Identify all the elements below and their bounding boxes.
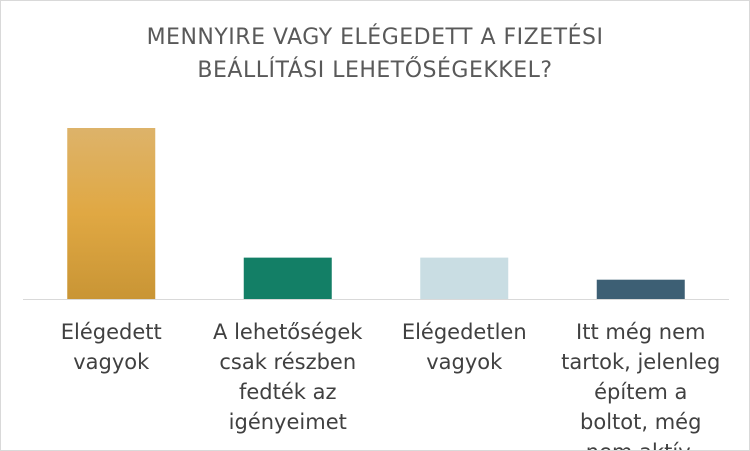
chart-title: MENNYIRE VAGY ELÉGEDETT A FIZETÉSI bbox=[147, 24, 604, 50]
x-tick-label: Itt még nem tartok, jelenleg építem a bo… bbox=[561, 320, 721, 450]
x-tick-label: Elégedett vagyok bbox=[60, 320, 162, 374]
bar bbox=[420, 257, 509, 299]
chart-title: BEÁLLÍTÁSI LEHETŐSÉGEKKEL? bbox=[197, 57, 552, 83]
x-tick-label: Elégedetlen vagyok bbox=[401, 320, 527, 374]
x-tick-label: A lehetőségek csak részben fedték az igé… bbox=[213, 320, 363, 434]
bar bbox=[243, 257, 332, 299]
bar bbox=[596, 279, 685, 299]
bar bbox=[67, 128, 156, 299]
